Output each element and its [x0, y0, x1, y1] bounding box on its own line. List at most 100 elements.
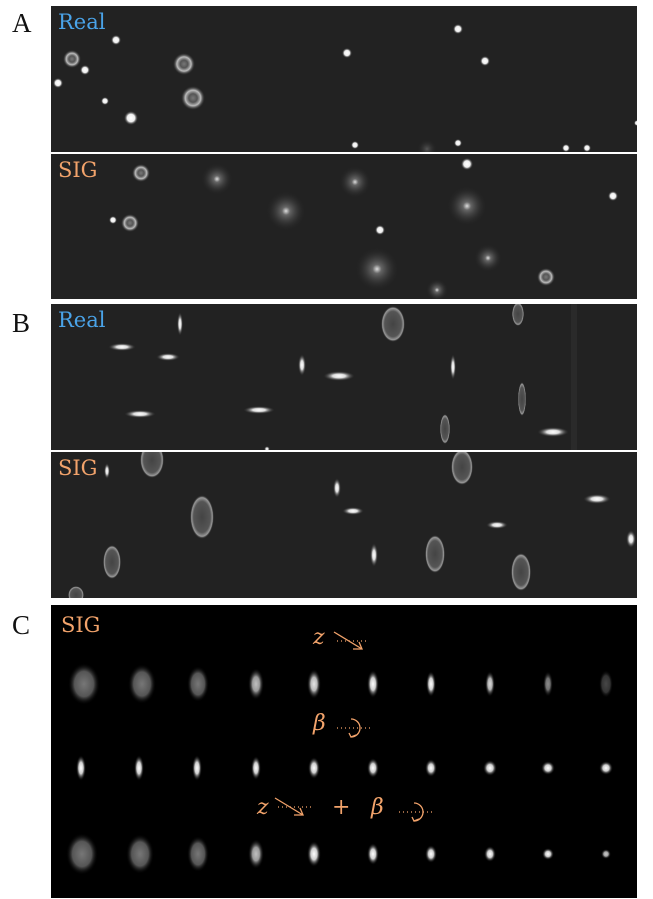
particle-dot: [53, 78, 63, 88]
particle-dot: [608, 191, 618, 201]
particle-oval: [68, 586, 84, 598]
particle-dot: [124, 111, 138, 125]
particle-horizontal: [156, 353, 180, 361]
panel-b-real-image: [108, 304, 577, 450]
particle-blur: [339, 166, 371, 198]
particle-oval: [511, 553, 531, 591]
panel-b-sig-label: SIG: [58, 456, 98, 480]
panel-b-sig-image: [68, 452, 636, 598]
particle-horizontal: [537, 427, 569, 437]
particle-blur: [266, 191, 306, 231]
row1-mark: [485, 671, 495, 697]
row1-mark: [248, 668, 264, 700]
row3-caption-var1: z: [257, 795, 269, 820]
particle-dot: [264, 446, 270, 450]
particle-ring: [132, 164, 150, 182]
particle-ring: [121, 214, 139, 232]
panel-letter-c: C: [12, 610, 31, 640]
row3-mark: [542, 848, 554, 860]
row1-mark: [426, 671, 436, 697]
particle-vertical: [626, 530, 636, 548]
panel-c-sig-label: SIG: [61, 613, 101, 637]
particle-oval: [381, 306, 405, 342]
row2-mark: [308, 757, 320, 779]
row2-mark: [76, 755, 86, 781]
particle-dot: [454, 139, 462, 147]
row1-mark: [543, 671, 553, 697]
panel-a-real-image: [53, 24, 637, 152]
row2-mark: [599, 761, 613, 775]
particle-oval: [440, 414, 450, 444]
panel-b-sig: SIG: [51, 452, 637, 598]
row2-mark: [541, 761, 555, 775]
particle-ring: [181, 86, 205, 110]
particle-oval: [512, 304, 524, 326]
translation-arrow-icon: [333, 631, 369, 650]
particle-oval: [518, 382, 526, 416]
particle-horizontal: [108, 343, 136, 351]
row2-mark: [483, 760, 497, 776]
particle-horizontal: [124, 410, 156, 418]
particle-oval: [451, 452, 473, 485]
particle-dot: [109, 216, 117, 224]
particle-dot: [583, 144, 591, 152]
row3-mark: [66, 833, 98, 875]
panel-a-real-label: Real: [58, 10, 106, 34]
row2-caption-var: β: [313, 711, 326, 736]
row3-caption-var2: β: [371, 795, 384, 820]
particle-horizontal: [486, 521, 508, 529]
row1-caption-var: z: [313, 625, 325, 650]
particle-vertical: [333, 478, 341, 498]
row3-mark: [367, 843, 379, 865]
panel-letter-b: B: [12, 308, 31, 338]
particle-haze: [417, 139, 437, 152]
particle-dot: [342, 48, 352, 58]
particle-blur: [426, 279, 448, 299]
row1-mark: [187, 666, 209, 702]
row3-mark: [601, 849, 611, 859]
particle-blur: [447, 186, 487, 226]
particle-dot: [375, 225, 385, 235]
particle-ring: [63, 50, 81, 68]
particle-dot: [461, 158, 473, 170]
particle-oval: [140, 452, 164, 478]
panel-b-real-label: Real: [58, 308, 106, 332]
particle-dot: [562, 144, 570, 152]
row3-caption-plus: +: [332, 795, 351, 820]
row3-mark: [307, 841, 321, 867]
row1-mark: [599, 670, 613, 698]
particle-vertical: [298, 354, 306, 376]
row3-mark: [126, 834, 154, 874]
rotation-arrow-icon: [337, 718, 371, 738]
panel-c-image: [66, 631, 613, 875]
particle-horizontal: [323, 371, 355, 381]
particle-horizontal: [243, 406, 275, 414]
panel-b-real: Real: [51, 304, 637, 450]
row1-mark: [367, 670, 379, 698]
particle-blur: [201, 163, 233, 195]
particle-horizontal: [342, 507, 364, 515]
row1-mark: [128, 664, 156, 704]
panel-a-sig-label: SIG: [58, 158, 98, 182]
particle-ring: [537, 268, 555, 286]
particle-dot: [453, 24, 463, 34]
panel-a-real: Real: [51, 6, 637, 152]
particle-oval: [103, 545, 121, 579]
particle-horizontal: [583, 494, 611, 504]
row2-mark: [367, 758, 379, 778]
particle-vertical: [104, 463, 110, 479]
translation-arrow-icon: [274, 797, 312, 816]
particle-ring: [173, 53, 195, 75]
panel-c-sig: SIG z β z + β: [51, 605, 637, 898]
particle-vertical: [370, 543, 378, 567]
row1-mark: [68, 663, 100, 705]
particle-dot: [80, 65, 90, 75]
particle-dot: [351, 141, 359, 149]
particle-oval: [190, 495, 214, 539]
panel-letter-a: A: [12, 8, 32, 38]
particle-blur: [355, 247, 399, 291]
rotation-arrow-icon: [399, 802, 435, 822]
row3-mark: [248, 839, 264, 869]
row2-mark: [134, 755, 144, 781]
row3-mark: [484, 846, 496, 862]
